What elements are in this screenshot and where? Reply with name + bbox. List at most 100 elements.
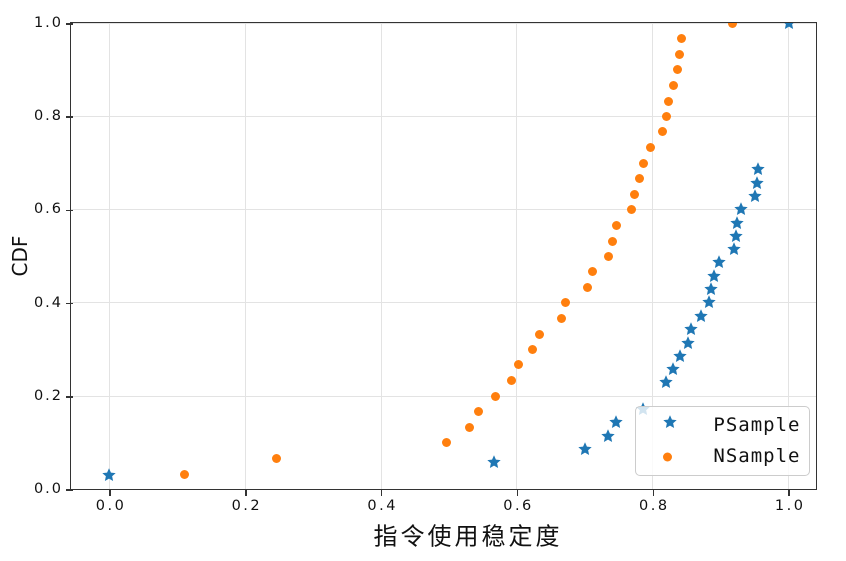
gridline-x <box>244 23 246 490</box>
nsample-point <box>271 453 281 463</box>
psample-point <box>681 335 695 356</box>
nsample-point <box>663 96 673 106</box>
psample-point <box>609 415 623 435</box>
psample-point <box>730 216 744 236</box>
gridline-y <box>71 209 817 211</box>
nsample-point <box>646 143 656 153</box>
psample-point <box>684 322 698 342</box>
x-tick-label: 0.4 <box>367 498 398 514</box>
psample-point <box>782 23 796 36</box>
psample-point <box>750 175 764 196</box>
nsample-point <box>677 34 687 44</box>
psample-point <box>711 255 726 275</box>
nsample-point <box>179 469 189 479</box>
psample-point <box>751 162 765 182</box>
nsample-point <box>612 220 622 230</box>
psample-point <box>728 229 743 249</box>
psample-point <box>658 375 673 395</box>
y-tick-mark <box>66 209 73 212</box>
psample-point <box>601 429 615 449</box>
gridline-x <box>652 23 654 490</box>
nsample-point <box>583 283 593 293</box>
gridline-y <box>71 302 817 304</box>
nsample-point <box>629 189 639 199</box>
nsample-point <box>473 407 483 417</box>
psample-point <box>734 202 748 222</box>
x-axis-label: 指令使用稳定度 <box>373 522 563 551</box>
legend-item-nsample: NSample <box>636 441 809 471</box>
gridline-y <box>71 488 817 490</box>
y-tick-label: 0.0 <box>33 481 63 497</box>
psample-point <box>578 442 593 462</box>
nsample-point <box>604 251 614 261</box>
y-tick-label: 0.4 <box>33 294 63 311</box>
x-tick-mark <box>245 489 247 496</box>
y-axis-label: CDF <box>8 235 32 277</box>
nsample-point <box>727 23 737 28</box>
nsample-point <box>627 205 637 215</box>
nsample-point <box>608 236 618 246</box>
x-tick-mark <box>516 489 519 496</box>
nsample-point <box>561 298 571 308</box>
y-tick-label: 0.6 <box>33 201 63 218</box>
y-tick-mark <box>66 116 73 118</box>
y-tick-label: 1.0 <box>33 15 63 31</box>
x-tick-label: 0.2 <box>231 498 263 514</box>
nsample-point <box>675 50 685 60</box>
psample-point <box>748 189 762 209</box>
nsample-point <box>669 80 679 90</box>
x-tick-label: 1.0 <box>774 498 806 514</box>
x-tick-mark <box>788 489 790 496</box>
gridline-y <box>71 116 817 118</box>
x-tick-label: 0.0 <box>95 498 127 514</box>
nsample-point <box>514 360 524 370</box>
nsample-point <box>587 267 597 277</box>
plot-area: PSample NSample <box>70 22 818 491</box>
psample-point <box>666 362 680 382</box>
nsample-point <box>491 391 501 401</box>
psample-point <box>102 468 117 488</box>
nsample-point <box>662 112 672 122</box>
psample-point <box>673 348 687 369</box>
nsample-point <box>672 65 682 75</box>
x-tick-label: 0.6 <box>503 498 534 514</box>
psample-point <box>704 282 718 302</box>
y-tick-mark <box>66 396 73 398</box>
x-tick-mark <box>652 489 655 496</box>
x-tick-mark <box>380 489 383 496</box>
nsample-point <box>442 438 452 448</box>
gridline-x <box>788 23 790 490</box>
x-tick-mark <box>109 489 111 496</box>
x-tick-label: 0.8 <box>639 498 670 514</box>
y-tick-mark <box>66 489 73 491</box>
nsample-point <box>506 376 516 386</box>
legend-label-psample: PSample <box>713 414 801 437</box>
nsample-point <box>658 127 668 137</box>
legend-item-psample: PSample <box>636 410 809 440</box>
y-tick-label: 0.2 <box>33 387 63 404</box>
nsample-point <box>639 158 649 168</box>
nsample-dot-icon <box>663 447 673 466</box>
nsample-point <box>634 174 644 184</box>
psample-point <box>707 269 721 289</box>
gridline-x <box>516 23 518 490</box>
nsample-point <box>528 345 538 355</box>
psample-star-icon <box>663 415 678 435</box>
gridline-x <box>108 23 110 490</box>
psample-point <box>694 309 708 329</box>
nsample-point <box>535 329 545 339</box>
y-tick-label: 0.8 <box>33 108 63 125</box>
legend-label-nsample: NSample <box>713 445 801 468</box>
gridline-y <box>71 23 817 24</box>
y-tick-mark <box>66 302 73 305</box>
psample-point <box>487 455 501 475</box>
nsample-point <box>556 313 566 323</box>
legend: PSample NSample <box>635 406 811 477</box>
psample-point <box>702 295 716 315</box>
gridline-y <box>71 395 817 397</box>
nsample-point <box>464 422 474 432</box>
y-tick-mark <box>66 23 73 25</box>
psample-point <box>727 242 741 262</box>
gridline-x <box>380 23 382 490</box>
